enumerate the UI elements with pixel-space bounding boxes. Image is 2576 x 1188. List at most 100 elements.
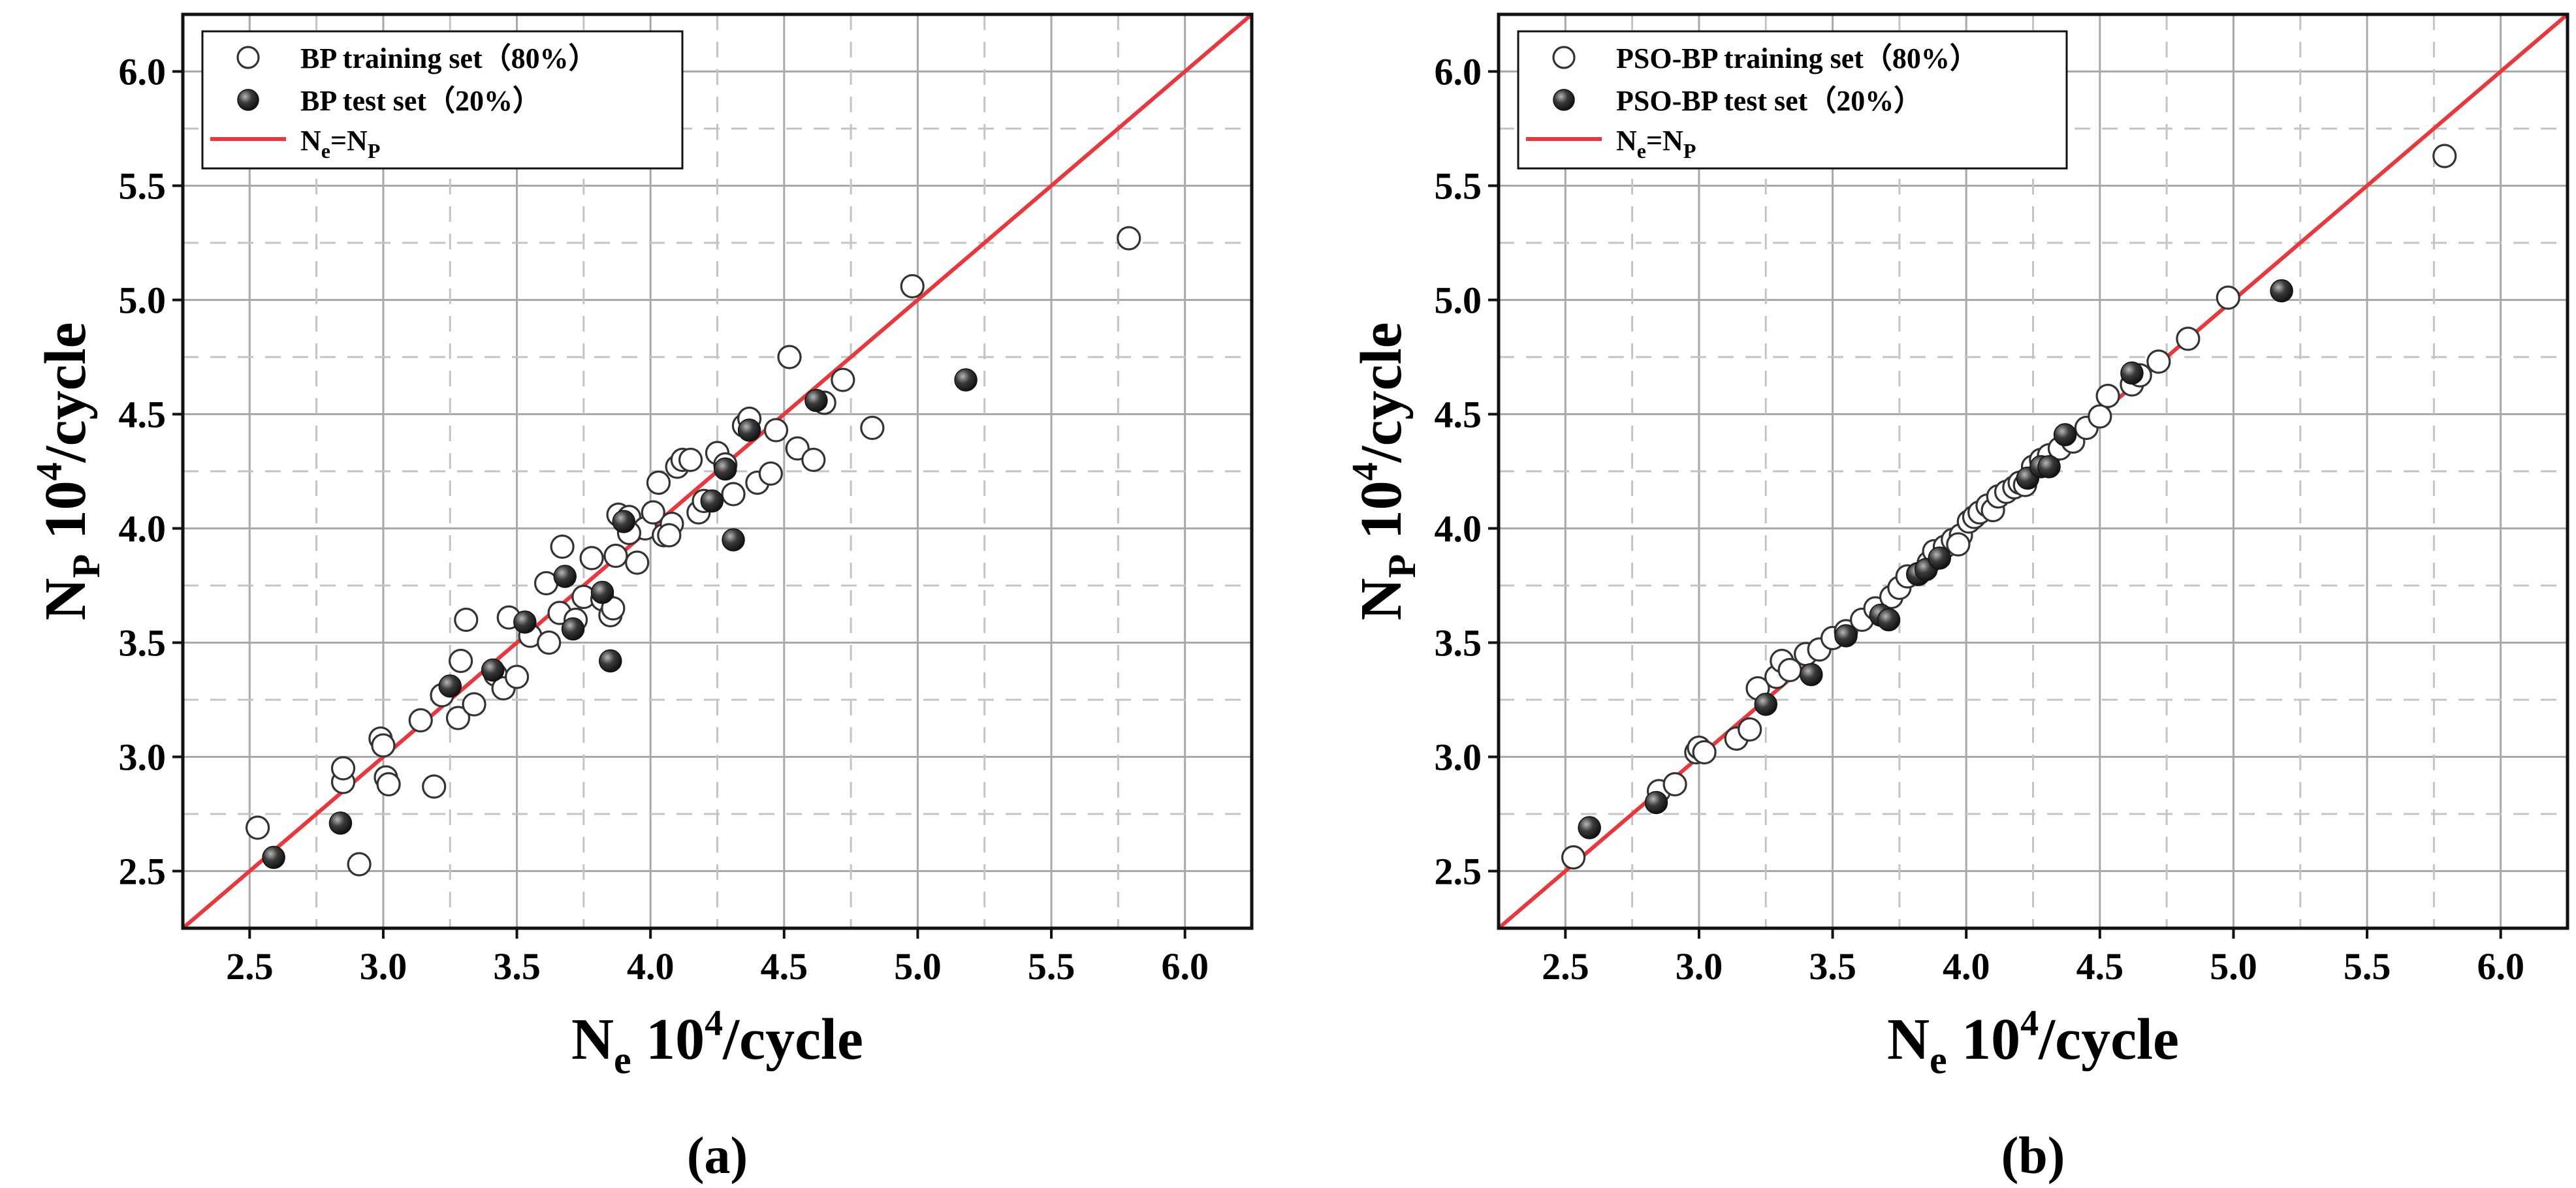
test-point [2037,455,2061,478]
legend-line-label: Ne=NP [1616,125,1696,163]
training-point [1692,740,1717,765]
training-point [579,546,604,571]
training-point [900,274,925,299]
x-tick-label: 5.5 [2344,945,2391,988]
test-point [1754,693,1777,716]
y-tick-label: 3.5 [119,622,167,664]
test-point [714,457,737,481]
legend-box [201,30,684,170]
training-point [2095,383,2120,409]
test-point [2120,361,2144,385]
x-tick-label: 4.0 [1943,945,1990,988]
training-point [1738,717,1762,742]
y-tick-label: 5.0 [119,279,167,322]
panel-label: (a) [687,1127,748,1185]
test-point [599,649,622,673]
test-point [954,368,978,392]
training-point [454,607,479,633]
x-axis-label: Ne 104/cycle [1887,1003,2179,1082]
test-point [328,811,353,835]
training-point [245,815,270,840]
training-point [1662,772,1687,797]
training-point [777,345,802,369]
training-point [860,415,885,441]
training-point [657,523,682,548]
training-point [763,418,789,443]
plot-frame [181,12,1254,930]
training-point [1561,845,1586,870]
test-point [1928,546,1952,570]
x-tick-label: 4.5 [2076,945,2124,988]
test-point [438,674,462,698]
training-point [678,447,703,473]
training-point [330,756,356,781]
legend-training-label: PSO-BP training set（80%） [1616,42,1979,74]
test-point [513,610,537,634]
x-tick-label: 3.5 [493,945,541,988]
x-tick-label: 6.0 [2477,945,2524,988]
y-tick-label: 3.5 [1435,622,1482,664]
x-tick-label: 3.5 [1809,945,1856,988]
y-tick-label: 4.0 [1435,508,1482,550]
y-tick-label: 3.0 [1435,736,1482,779]
test-point [561,617,585,641]
test-point [804,388,828,413]
x-tick-label: 5.0 [894,945,942,988]
training-point [371,733,396,758]
training-point [625,550,650,575]
test-point [481,658,505,682]
training-point [376,772,401,797]
legend-test-marker [1553,89,1575,111]
test-point [1644,790,1668,815]
training-point [550,534,575,559]
legend-line-label: Ne=NP [300,125,380,163]
y-tick-label: 5.5 [119,165,167,208]
test-point [2270,279,2293,303]
test-point [590,580,614,604]
training-point [641,500,665,525]
training-point [1946,532,1971,557]
training-point [721,482,746,507]
legend-box [1517,30,2068,170]
test-point [553,565,577,588]
training-point [831,367,855,392]
training-point [462,692,486,717]
plot-frame [1497,12,2569,930]
y-tick-label: 4.5 [119,394,167,436]
training-point [347,852,372,877]
training-point [801,447,826,473]
legend: BP training set（80%） BP test set（20%） Ne=N… [201,30,684,170]
legend-training-label: BP training set（80%） [300,42,597,74]
test-point [1578,816,1601,839]
training-point [2216,285,2240,310]
training-point [504,664,530,689]
y-tick-label: 2.5 [1435,851,1482,893]
y-axis-label: NP 104/cycle [1345,322,1423,620]
training-point [758,461,783,486]
test-point [612,510,636,533]
test-point [262,845,285,869]
x-tick-label: 5.5 [1028,945,1075,988]
y-tick-label: 4.0 [119,508,167,550]
training-point [449,648,473,674]
y-tick-label: 6.0 [119,51,167,93]
y-tick-label: 2.5 [119,851,167,893]
x-tick-label: 6.0 [1161,945,1209,988]
x-tick-label: 4.5 [761,945,808,988]
test-point [1877,608,1901,632]
training-point [422,774,447,799]
chart-panel-a: 2.5 2.5 3.0 3.0 3.5 3.5 4.0 4.0 4.5 4.5 5.0 5.0 5.5 5… [29,12,1254,1185]
training-point [2146,349,2171,374]
test-point [1800,663,1823,687]
y-tick-label: 5.0 [1435,279,1482,322]
test-point [1834,624,1858,648]
x-tick-label: 5.0 [2210,945,2257,988]
x-tick-label: 2.5 [1542,945,1589,988]
y-tick-label: 6.0 [1435,51,1482,93]
legend-training-marker [1552,46,1576,69]
training-point [2176,326,2201,351]
training-point [646,470,671,495]
y-tick-label: 5.5 [1435,165,1482,208]
x-tick-label: 4.0 [627,945,675,988]
